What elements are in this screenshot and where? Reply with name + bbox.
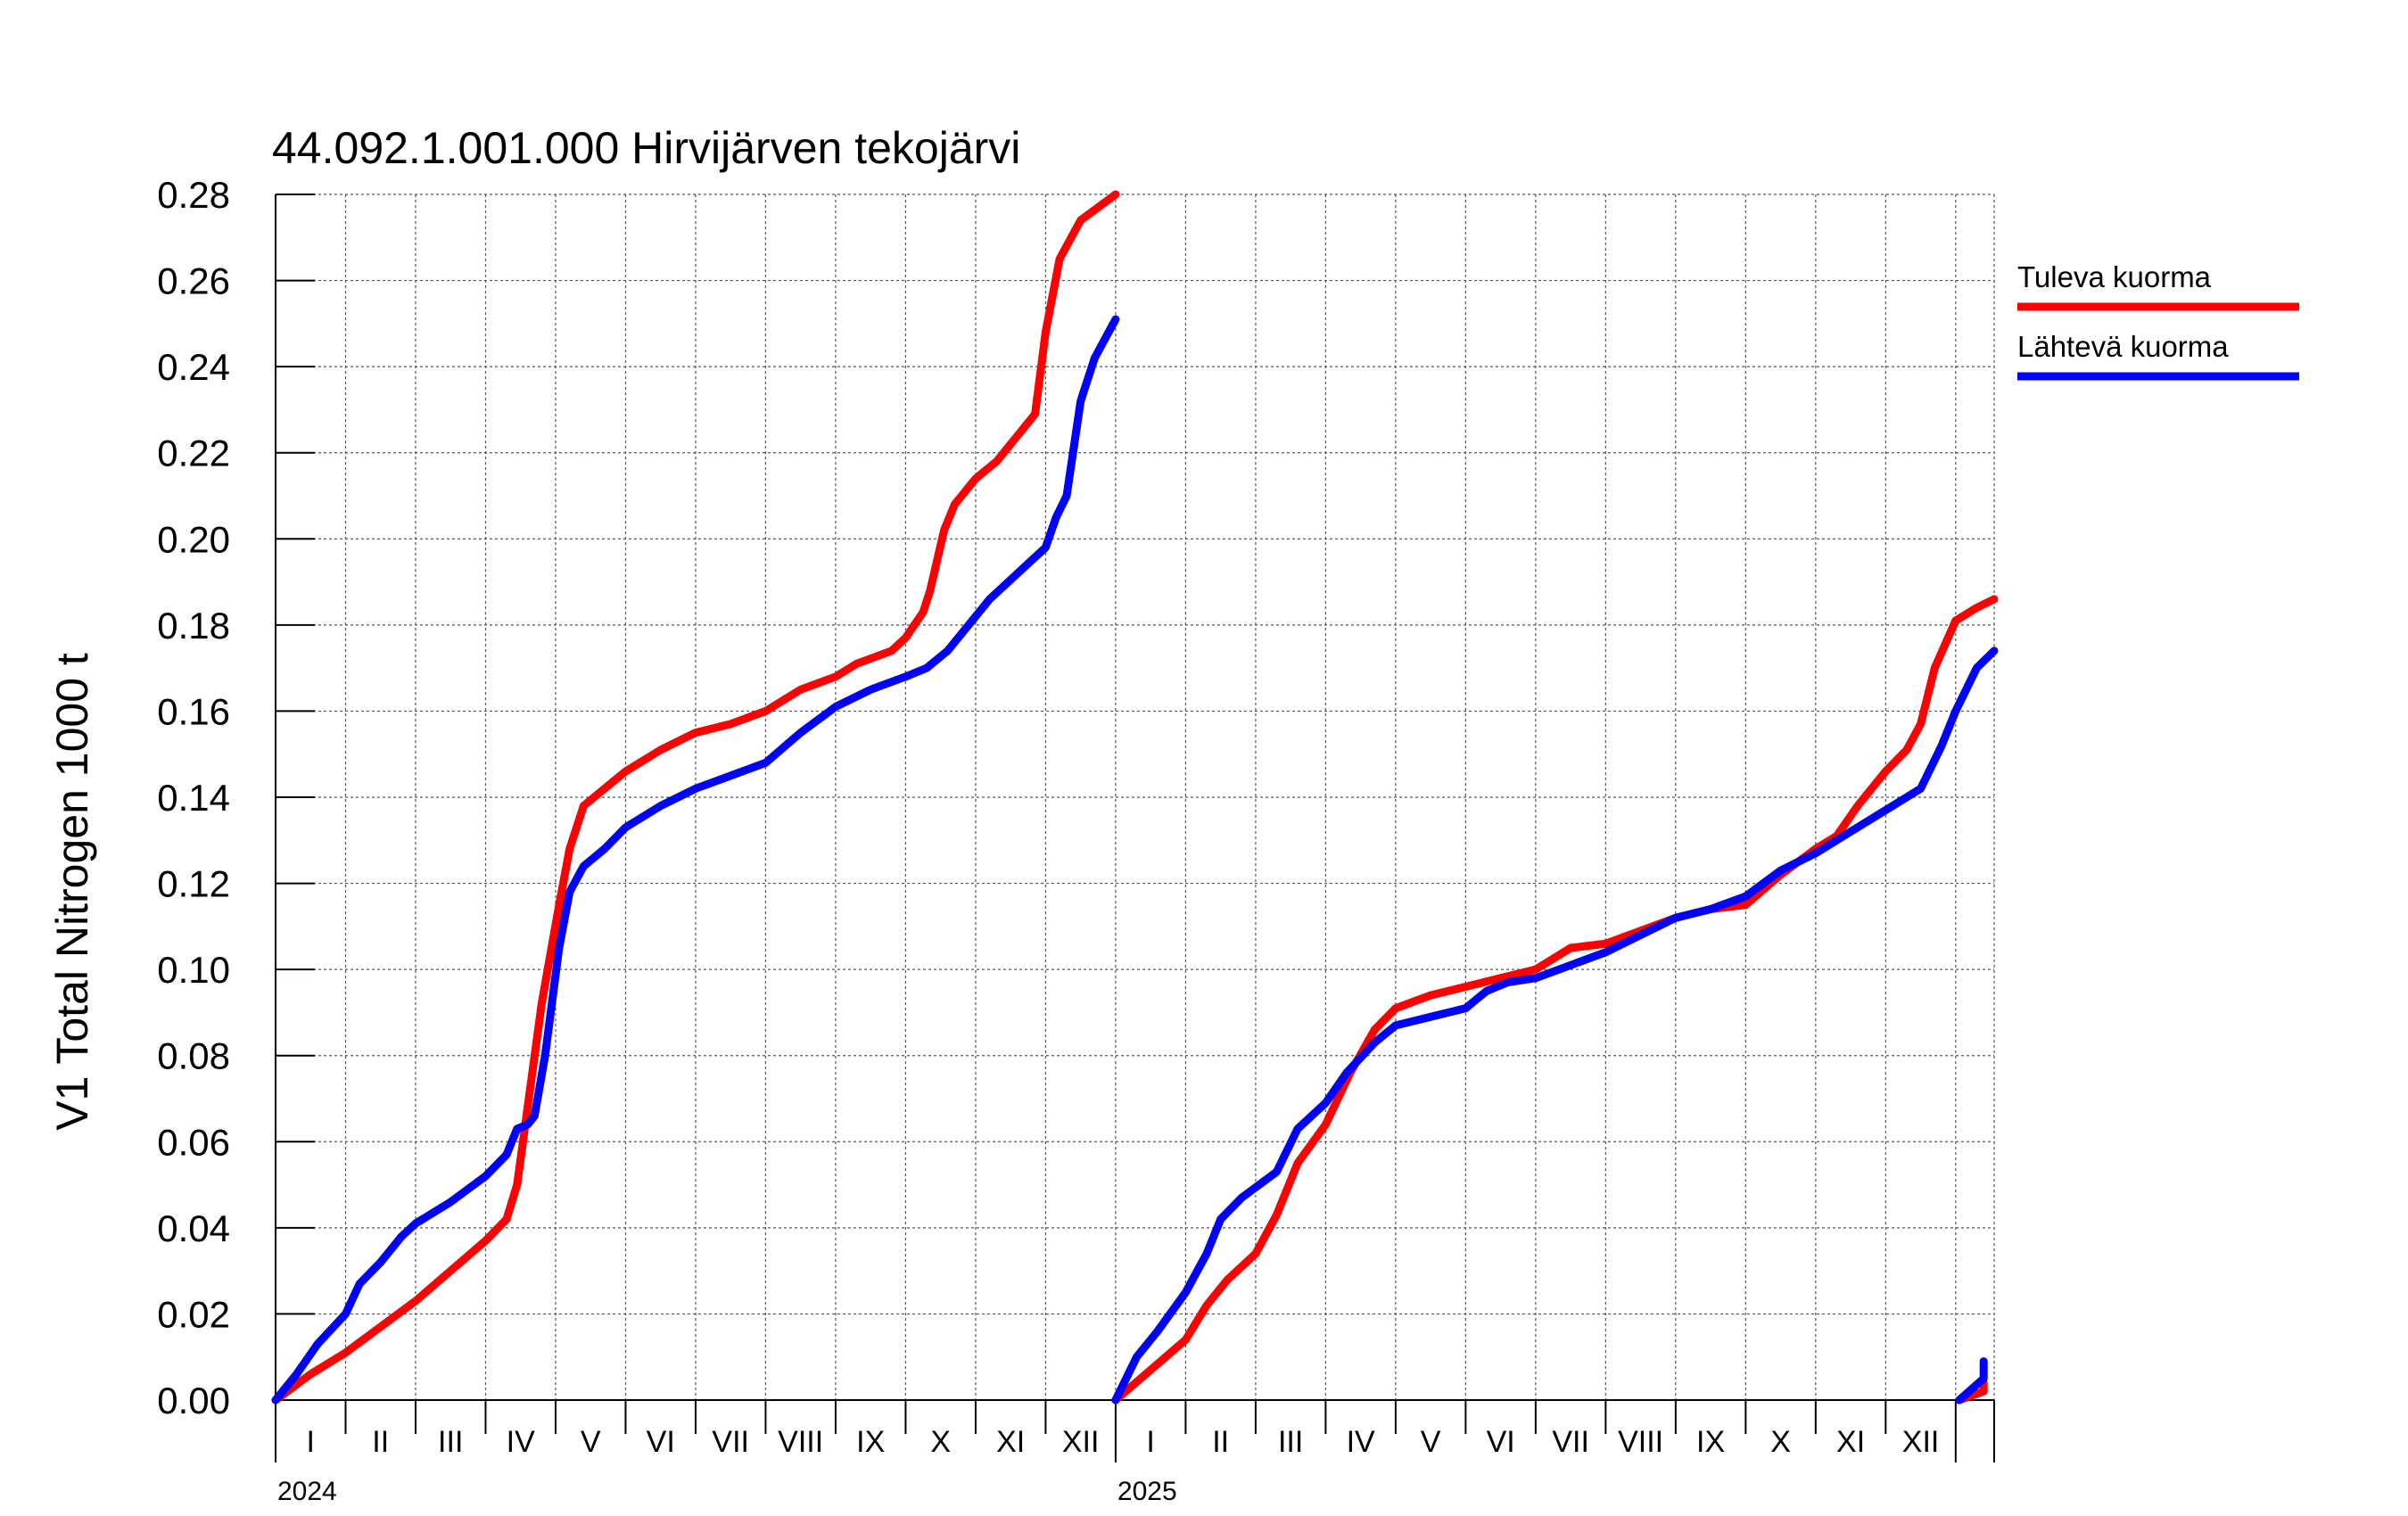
month-label: XII [1902, 1425, 1940, 1459]
month-label: I [307, 1425, 315, 1459]
y-axis-label: V1 Total Nitrogen 1000 t [47, 653, 97, 1131]
series-line-0 [271, 190, 1120, 1405]
y-tick-label: 0.02 [157, 1293, 230, 1335]
y-tick-label: 0.28 [157, 174, 230, 216]
gridlines [275, 194, 1995, 1401]
year-label: 2024 [277, 1477, 337, 1506]
month-label: II [1212, 1425, 1229, 1459]
month-label: X [930, 1425, 951, 1459]
y-tick-label: 0.08 [157, 1035, 230, 1077]
y-tick-label: 0.22 [157, 433, 230, 474]
month-label: VII [712, 1425, 749, 1459]
month-label: X [1770, 1425, 1791, 1459]
series-lines [271, 190, 1999, 1405]
month-label: III [438, 1425, 463, 1459]
month-label: IV [1347, 1425, 1375, 1459]
month-label: VI [1487, 1425, 1515, 1459]
y-tick-label: 0.14 [157, 777, 230, 819]
month-label: V [581, 1425, 601, 1459]
month-label: VII [1552, 1425, 1589, 1459]
month-label: IV [507, 1425, 535, 1459]
month-label: XI [1836, 1425, 1865, 1459]
y-tick-label: 0.18 [157, 605, 230, 647]
series-line-0 [1111, 595, 1999, 1405]
month-label: V [1421, 1425, 1441, 1459]
axes [275, 194, 1995, 1462]
chart-title: 44.092.1.001.000 Hirvijärven tekojärvi [272, 123, 1020, 173]
series-line-1 [1111, 647, 1999, 1405]
month-label: VI [647, 1425, 675, 1459]
year-label: 2025 [1117, 1477, 1177, 1506]
month-label: IX [1696, 1425, 1725, 1459]
series-line-1 [271, 315, 1120, 1405]
y-tick-label: 0.12 [157, 863, 230, 905]
y-tick-labels: 0.00 0.02 0.04 0.06 0.08 0.10 0.12 0.14 0.16 0.18… [157, 174, 230, 1421]
month-label: VIII [1618, 1425, 1663, 1459]
legend-label: Lähtevä kuorma [2017, 330, 2229, 363]
month-label: IX [856, 1425, 885, 1459]
y-tick-label: 0.24 [157, 346, 230, 388]
y-tick-label: 0.00 [157, 1380, 230, 1421]
month-label: XI [996, 1425, 1025, 1459]
month-label: II [372, 1425, 389, 1459]
legend-label: Tuleva kuorma [2017, 260, 2212, 293]
y-tick-label: 0.06 [157, 1121, 230, 1163]
y-tick-label: 0.20 [157, 518, 230, 560]
month-label: III [1278, 1425, 1303, 1459]
y-tick-label: 0.04 [157, 1207, 230, 1249]
y-tick-label: 0.16 [157, 690, 230, 732]
y-tick-label: 0.10 [157, 949, 230, 991]
month-label: VIII [778, 1425, 823, 1459]
y-tick-label: 0.26 [157, 260, 230, 302]
month-label: XII [1062, 1425, 1100, 1459]
legend: Tuleva kuorma Lähtevä kuorma [2017, 260, 2299, 381]
series-line-1 [1955, 1357, 1988, 1405]
month-label: I [1146, 1425, 1154, 1459]
